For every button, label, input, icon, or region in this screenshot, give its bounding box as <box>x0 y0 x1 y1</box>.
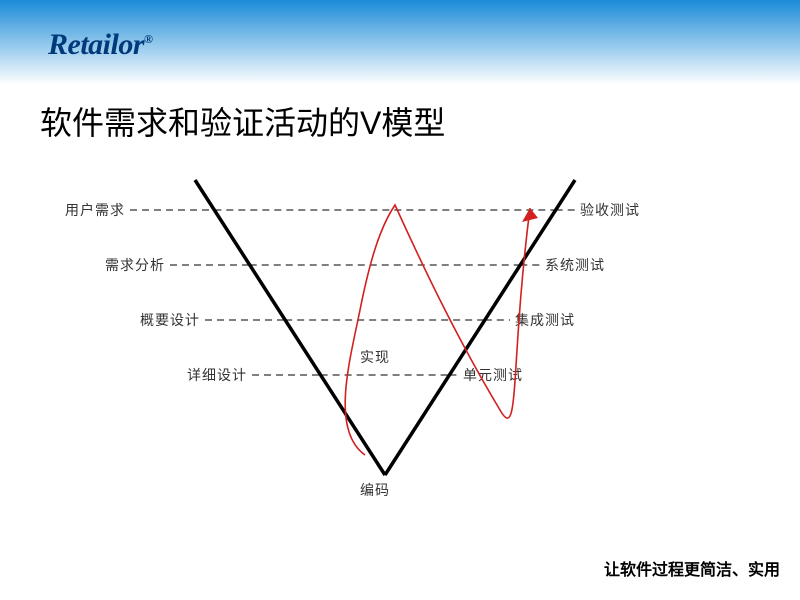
footer-slogan: 让软件过程更简洁、实用 <box>604 556 780 580</box>
left-label-row-3: 详细设计 <box>187 367 247 383</box>
right-label-row-1: 系统测试 <box>545 257 605 273</box>
logo-reg: ® <box>144 32 152 46</box>
right-label-row-3: 单元测试 <box>463 367 523 383</box>
red-curve <box>345 205 530 455</box>
coding-label: 编码 <box>360 482 390 498</box>
logo: Retailor® <box>48 28 152 62</box>
logo-text: Retailor <box>48 28 144 61</box>
left-label-row-0: 用户需求 <box>65 202 125 218</box>
right-label-row-0: 验收测试 <box>580 202 640 218</box>
page-title: 软件需求和验证活动的V模型 <box>40 98 445 144</box>
left-label-row-2: 概要设计 <box>140 312 200 328</box>
implementation-label: 实现 <box>360 349 390 365</box>
right-label-row-2: 集成测试 <box>515 312 575 328</box>
v-model-diagram: 用户需求 验收测试需求分析 系统测试概要设计 集成测试详细设计 单元测试编码 实现 <box>0 160 800 540</box>
red-curve-arrowhead <box>522 208 538 222</box>
left-label-row-1: 需求分析 <box>105 257 165 273</box>
